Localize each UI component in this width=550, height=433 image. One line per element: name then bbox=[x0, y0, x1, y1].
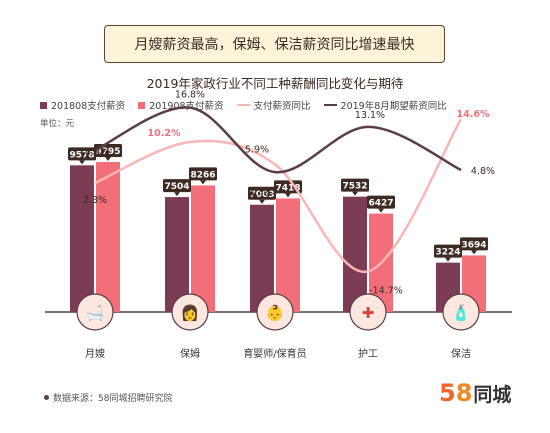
value-badge-bg bbox=[189, 167, 217, 181]
category-label-0: 月嫂 bbox=[85, 348, 105, 360]
value-label-201908-4: 3694 bbox=[461, 240, 486, 250]
legend-label-201808: 201808支付薪资 bbox=[51, 101, 126, 112]
value-badge-bg bbox=[341, 178, 369, 192]
logo-text: 同城 bbox=[473, 384, 512, 406]
value-badge-201808-0: 9578 bbox=[68, 147, 96, 165]
bar-201808-3 bbox=[343, 196, 367, 312]
value-label-201808-0: 9578 bbox=[69, 150, 94, 160]
line-yoy-pay bbox=[94, 118, 463, 273]
value-badge-pointer bbox=[352, 191, 358, 196]
bar-201908-1 bbox=[191, 185, 215, 312]
first-aid-kit-icon: ✚ bbox=[349, 293, 387, 331]
value-badge-201808-1: 7504 bbox=[163, 179, 191, 197]
category-label-3: 护工 bbox=[358, 347, 378, 360]
bar-201908-0 bbox=[96, 162, 120, 312]
legend-swatch-201808 bbox=[40, 101, 47, 109]
value-badge-pointer bbox=[200, 180, 206, 185]
value-badge-pointer bbox=[259, 199, 265, 204]
value-label-201908-2: 7418 bbox=[275, 183, 300, 193]
bar-201908-2 bbox=[276, 198, 300, 312]
icon-glyph: 🛁 bbox=[86, 304, 105, 322]
value-badge-201908-3: 6427 bbox=[367, 195, 395, 213]
nanny-icon: 👩 bbox=[171, 293, 209, 331]
cleaning-spray-icon: 🧴 bbox=[442, 293, 480, 331]
unit-label: 单位：元 bbox=[40, 119, 75, 129]
value-badge-201808-4: 3224 bbox=[434, 244, 462, 262]
chart-title: 2019年家政行业不同工种薪酬同比变化与期待 bbox=[146, 76, 404, 91]
value-badge-bg bbox=[367, 195, 395, 209]
value-label-201808-1: 7504 bbox=[164, 182, 189, 192]
bar-201808-0 bbox=[70, 165, 94, 312]
label-yoy-0: 2.3% bbox=[83, 195, 107, 206]
brand-logo: 5 8 同城 bbox=[439, 379, 511, 407]
label-expected-4: 4.8% bbox=[471, 166, 495, 177]
label-expected-2: 4.4% bbox=[249, 188, 273, 199]
value-badge-201808-2: 7003 bbox=[248, 186, 276, 204]
icon-circle bbox=[256, 293, 294, 331]
value-badge-pointer bbox=[471, 250, 477, 255]
source-bullet bbox=[44, 395, 49, 400]
source-text: 数据来源：58同城招聘研究院 bbox=[53, 394, 173, 404]
value-badge-pointer bbox=[79, 160, 85, 165]
value-badge-201908-1: 8266 bbox=[189, 167, 217, 185]
value-badge-pointer bbox=[285, 193, 291, 198]
icon-circle bbox=[349, 293, 387, 331]
value-label-201808-3: 7532 bbox=[342, 182, 367, 192]
value-badge-201908-4: 3694 bbox=[460, 237, 488, 255]
icon-circle bbox=[442, 293, 480, 331]
legend-label-expected: 2019年8月期望薪资同比 bbox=[340, 101, 447, 112]
value-badge-bg bbox=[274, 180, 302, 194]
logo-digit-8: 8 bbox=[455, 379, 473, 407]
value-badge-bg bbox=[248, 186, 276, 200]
icon-circle bbox=[76, 293, 114, 331]
legend-label-yoy: 支付薪资同比 bbox=[253, 101, 311, 112]
legend-swatch-yoy bbox=[236, 104, 250, 106]
icon-circle bbox=[171, 293, 209, 331]
label-expected-1: 16.8% bbox=[175, 90, 205, 101]
category-label-1: 保姆 bbox=[180, 347, 200, 360]
label-yoy-3: -14.7% bbox=[369, 285, 403, 296]
value-badge-201908-2: 7418 bbox=[274, 180, 302, 198]
value-label-201908-0: 9795 bbox=[95, 147, 120, 157]
value-badge-pointer bbox=[174, 192, 180, 197]
value-label-201908-3: 6427 bbox=[368, 199, 393, 209]
value-badge-pointer bbox=[105, 157, 111, 161]
baby-bath-icon: 🛁 bbox=[76, 293, 114, 331]
legend-swatch-201908 bbox=[138, 101, 146, 109]
value-badge-pointer bbox=[445, 257, 451, 262]
headline-text: 月嫂薪资最高，保姆、保洁薪资同比增速最快 bbox=[134, 37, 415, 53]
category-label-2: 育婴师/保育员 bbox=[243, 347, 306, 360]
label-yoy-2: 5.9% bbox=[245, 144, 269, 155]
label-expected-0: 8.6% bbox=[85, 146, 109, 157]
icon-glyph: 👶 bbox=[266, 304, 285, 322]
label-yoy-1: 10.2% bbox=[148, 128, 181, 139]
value-badge-bg bbox=[68, 147, 96, 161]
bar-201808-1 bbox=[165, 197, 189, 312]
value-label-201808-4: 3224 bbox=[435, 248, 460, 258]
legend-swatch-expected bbox=[323, 104, 337, 106]
icon-glyph: 🧴 bbox=[452, 304, 471, 322]
icon-glyph: 👩 bbox=[181, 304, 200, 322]
headline-banner: 月嫂薪资最高，保姆、保洁薪资同比增速最快 bbox=[104, 25, 445, 63]
legend-item-yoy: 支付薪资同比 bbox=[236, 98, 311, 112]
value-badge-pointer bbox=[378, 208, 384, 213]
logo-digit-5: 5 bbox=[439, 379, 456, 407]
legend-item-expected: 2019年8月期望薪资同比 bbox=[323, 98, 447, 112]
icon-glyph: ✚ bbox=[362, 304, 375, 322]
value-badge-bg bbox=[434, 244, 462, 258]
category-label-4: 保洁 bbox=[451, 347, 471, 360]
value-badge-201808-3: 7532 bbox=[341, 178, 369, 196]
value-label-201908-1: 8266 bbox=[190, 170, 215, 180]
legend-item-201808: 201808支付薪资 bbox=[40, 98, 125, 112]
value-badge-bg bbox=[460, 237, 488, 251]
value-badge-bg bbox=[163, 179, 191, 193]
infant-icon: 👶 bbox=[256, 293, 294, 331]
label-yoy-4: 14.6% bbox=[457, 109, 490, 120]
line-expected-pay bbox=[94, 106, 462, 174]
value-label-201808-2: 7003 bbox=[249, 190, 274, 200]
source-note: 数据来源：58同城招聘研究院 bbox=[44, 391, 172, 404]
label-expected-3: 13.1% bbox=[355, 110, 385, 121]
